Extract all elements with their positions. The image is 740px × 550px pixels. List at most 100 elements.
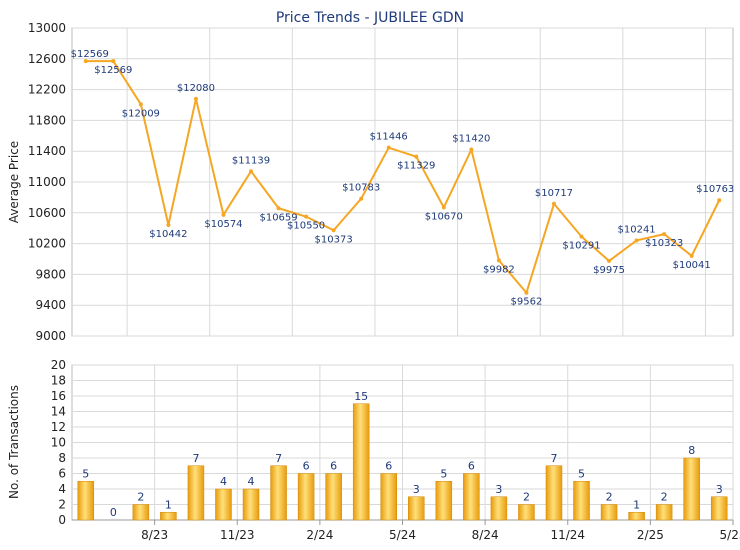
y-tick-label: 11400 bbox=[28, 144, 66, 158]
line-chart-panel: 9000 9400 9800 10200 10600 11000 11400 11800 122… bbox=[28, 21, 735, 343]
y-tick-label: 0 bbox=[58, 513, 66, 527]
price-point bbox=[662, 232, 667, 237]
price-data-label: $10373 bbox=[315, 234, 353, 245]
price-data-label: $10241 bbox=[618, 224, 656, 235]
price-point bbox=[249, 169, 254, 174]
price-point bbox=[414, 154, 419, 159]
transactions-bar bbox=[490, 496, 508, 521]
transactions-data-label: 5 bbox=[440, 467, 447, 480]
transactions-bar bbox=[187, 465, 205, 521]
price-data-label: $10550 bbox=[287, 221, 325, 232]
transactions-data-label: 1 bbox=[633, 498, 640, 511]
price-data-label: $10763 bbox=[696, 184, 734, 195]
y-tick-label: 12 bbox=[51, 420, 66, 434]
transactions-data-label: 6 bbox=[303, 460, 310, 473]
y-axis-title-price: Average Price bbox=[7, 141, 21, 223]
transactions-bar bbox=[77, 481, 95, 521]
transactions-bar bbox=[270, 465, 287, 521]
price-data-label: $10442 bbox=[149, 229, 187, 240]
transactions-data-label: 1 bbox=[165, 498, 172, 511]
price-point bbox=[138, 102, 143, 107]
x-tick-label: 5/24 bbox=[389, 528, 416, 542]
price-data-label: $10659 bbox=[259, 212, 297, 223]
transactions-data-label: 2 bbox=[606, 491, 613, 504]
x-tick-label: 8/23 bbox=[141, 528, 168, 542]
transactions-bar bbox=[160, 512, 177, 521]
price-point bbox=[83, 59, 88, 64]
price-data-label: $10291 bbox=[562, 241, 600, 252]
y-tick-label: 12600 bbox=[28, 52, 66, 66]
price-data-label: $10041 bbox=[673, 260, 711, 271]
x-tick-label: 11/24 bbox=[550, 528, 585, 542]
transactions-data-label: 6 bbox=[330, 460, 337, 473]
price-point bbox=[496, 258, 501, 263]
transactions-data-label: 2 bbox=[137, 491, 144, 504]
y-tick-label: 11800 bbox=[28, 113, 66, 127]
transactions-bar bbox=[463, 473, 480, 521]
price-point bbox=[717, 198, 722, 203]
transactions-bar bbox=[352, 403, 370, 521]
price-point bbox=[469, 147, 474, 152]
price-data-label: $11329 bbox=[397, 161, 435, 172]
transactions-data-label: 3 bbox=[716, 483, 723, 496]
y-tick-label: 9000 bbox=[35, 329, 66, 343]
transactions-data-label: 4 bbox=[248, 475, 255, 488]
y-tick-label: 8 bbox=[58, 451, 66, 465]
price-data-label: $10670 bbox=[425, 211, 463, 222]
price-data-label: $12569 bbox=[71, 49, 109, 60]
price-point bbox=[276, 206, 281, 211]
price-data-label: $10323 bbox=[645, 238, 683, 249]
x-tick-label: 11/23 bbox=[220, 528, 255, 542]
y-tick-label: 6 bbox=[58, 467, 66, 481]
transactions-data-label: 8 bbox=[688, 444, 695, 457]
y-axis-title-transactions: No. of Transactions bbox=[7, 385, 21, 499]
transactions-bar bbox=[215, 488, 232, 521]
price-point bbox=[386, 145, 391, 150]
x-tick-label: 2/24 bbox=[306, 528, 333, 542]
price-point bbox=[441, 205, 446, 210]
transactions-bar bbox=[242, 488, 260, 521]
transactions-bar bbox=[655, 504, 673, 521]
price-series-line bbox=[85, 60, 721, 295]
price-point bbox=[524, 290, 529, 295]
price-point bbox=[359, 196, 364, 201]
price-point bbox=[193, 96, 198, 101]
price-data-label: $9982 bbox=[483, 264, 515, 275]
transactions-data-label: 15 bbox=[354, 390, 368, 403]
price-data-label: $12569 bbox=[94, 65, 132, 76]
transactions-bar bbox=[545, 465, 563, 521]
price-data-label: $10717 bbox=[535, 188, 573, 199]
y-tick-label: 10 bbox=[51, 436, 66, 450]
price-point bbox=[634, 238, 639, 243]
price-data-label: $10783 bbox=[342, 183, 380, 194]
price-point bbox=[304, 214, 309, 219]
transactions-bar bbox=[518, 504, 535, 521]
price-point bbox=[331, 228, 336, 233]
transactions-data-label: 4 bbox=[220, 475, 227, 488]
transactions-data-label: 3 bbox=[495, 483, 502, 496]
transactions-data-label: 7 bbox=[192, 452, 199, 465]
y-tick-label: 2 bbox=[58, 498, 66, 512]
transactions-data-label: 2 bbox=[661, 491, 668, 504]
transactions-data-label: 3 bbox=[413, 483, 420, 496]
y-tick-label: 4 bbox=[58, 482, 66, 496]
y-tick-label: 11000 bbox=[28, 175, 66, 189]
y-tick-label: 10200 bbox=[28, 237, 66, 251]
y-tick-label: 12200 bbox=[28, 83, 66, 97]
transactions-data-label: 0 bbox=[110, 506, 117, 519]
price-data-label: $11446 bbox=[370, 132, 408, 143]
x-tick-label: 8/24 bbox=[472, 528, 499, 542]
x-tick-label: 2/25 bbox=[637, 528, 664, 542]
y-tick-label: 20 bbox=[51, 358, 66, 372]
price-data-label: $12080 bbox=[177, 83, 215, 94]
chart-title: Price Trends - JUBILEE GDN bbox=[276, 10, 464, 26]
x-tick-label: 5/25 bbox=[720, 528, 740, 542]
transactions-bar bbox=[628, 512, 645, 521]
transactions-bar bbox=[380, 473, 397, 521]
price-point bbox=[111, 59, 116, 64]
transactions-bar bbox=[297, 473, 315, 521]
transactions-bar bbox=[435, 481, 453, 521]
transactions-bar bbox=[683, 457, 700, 521]
